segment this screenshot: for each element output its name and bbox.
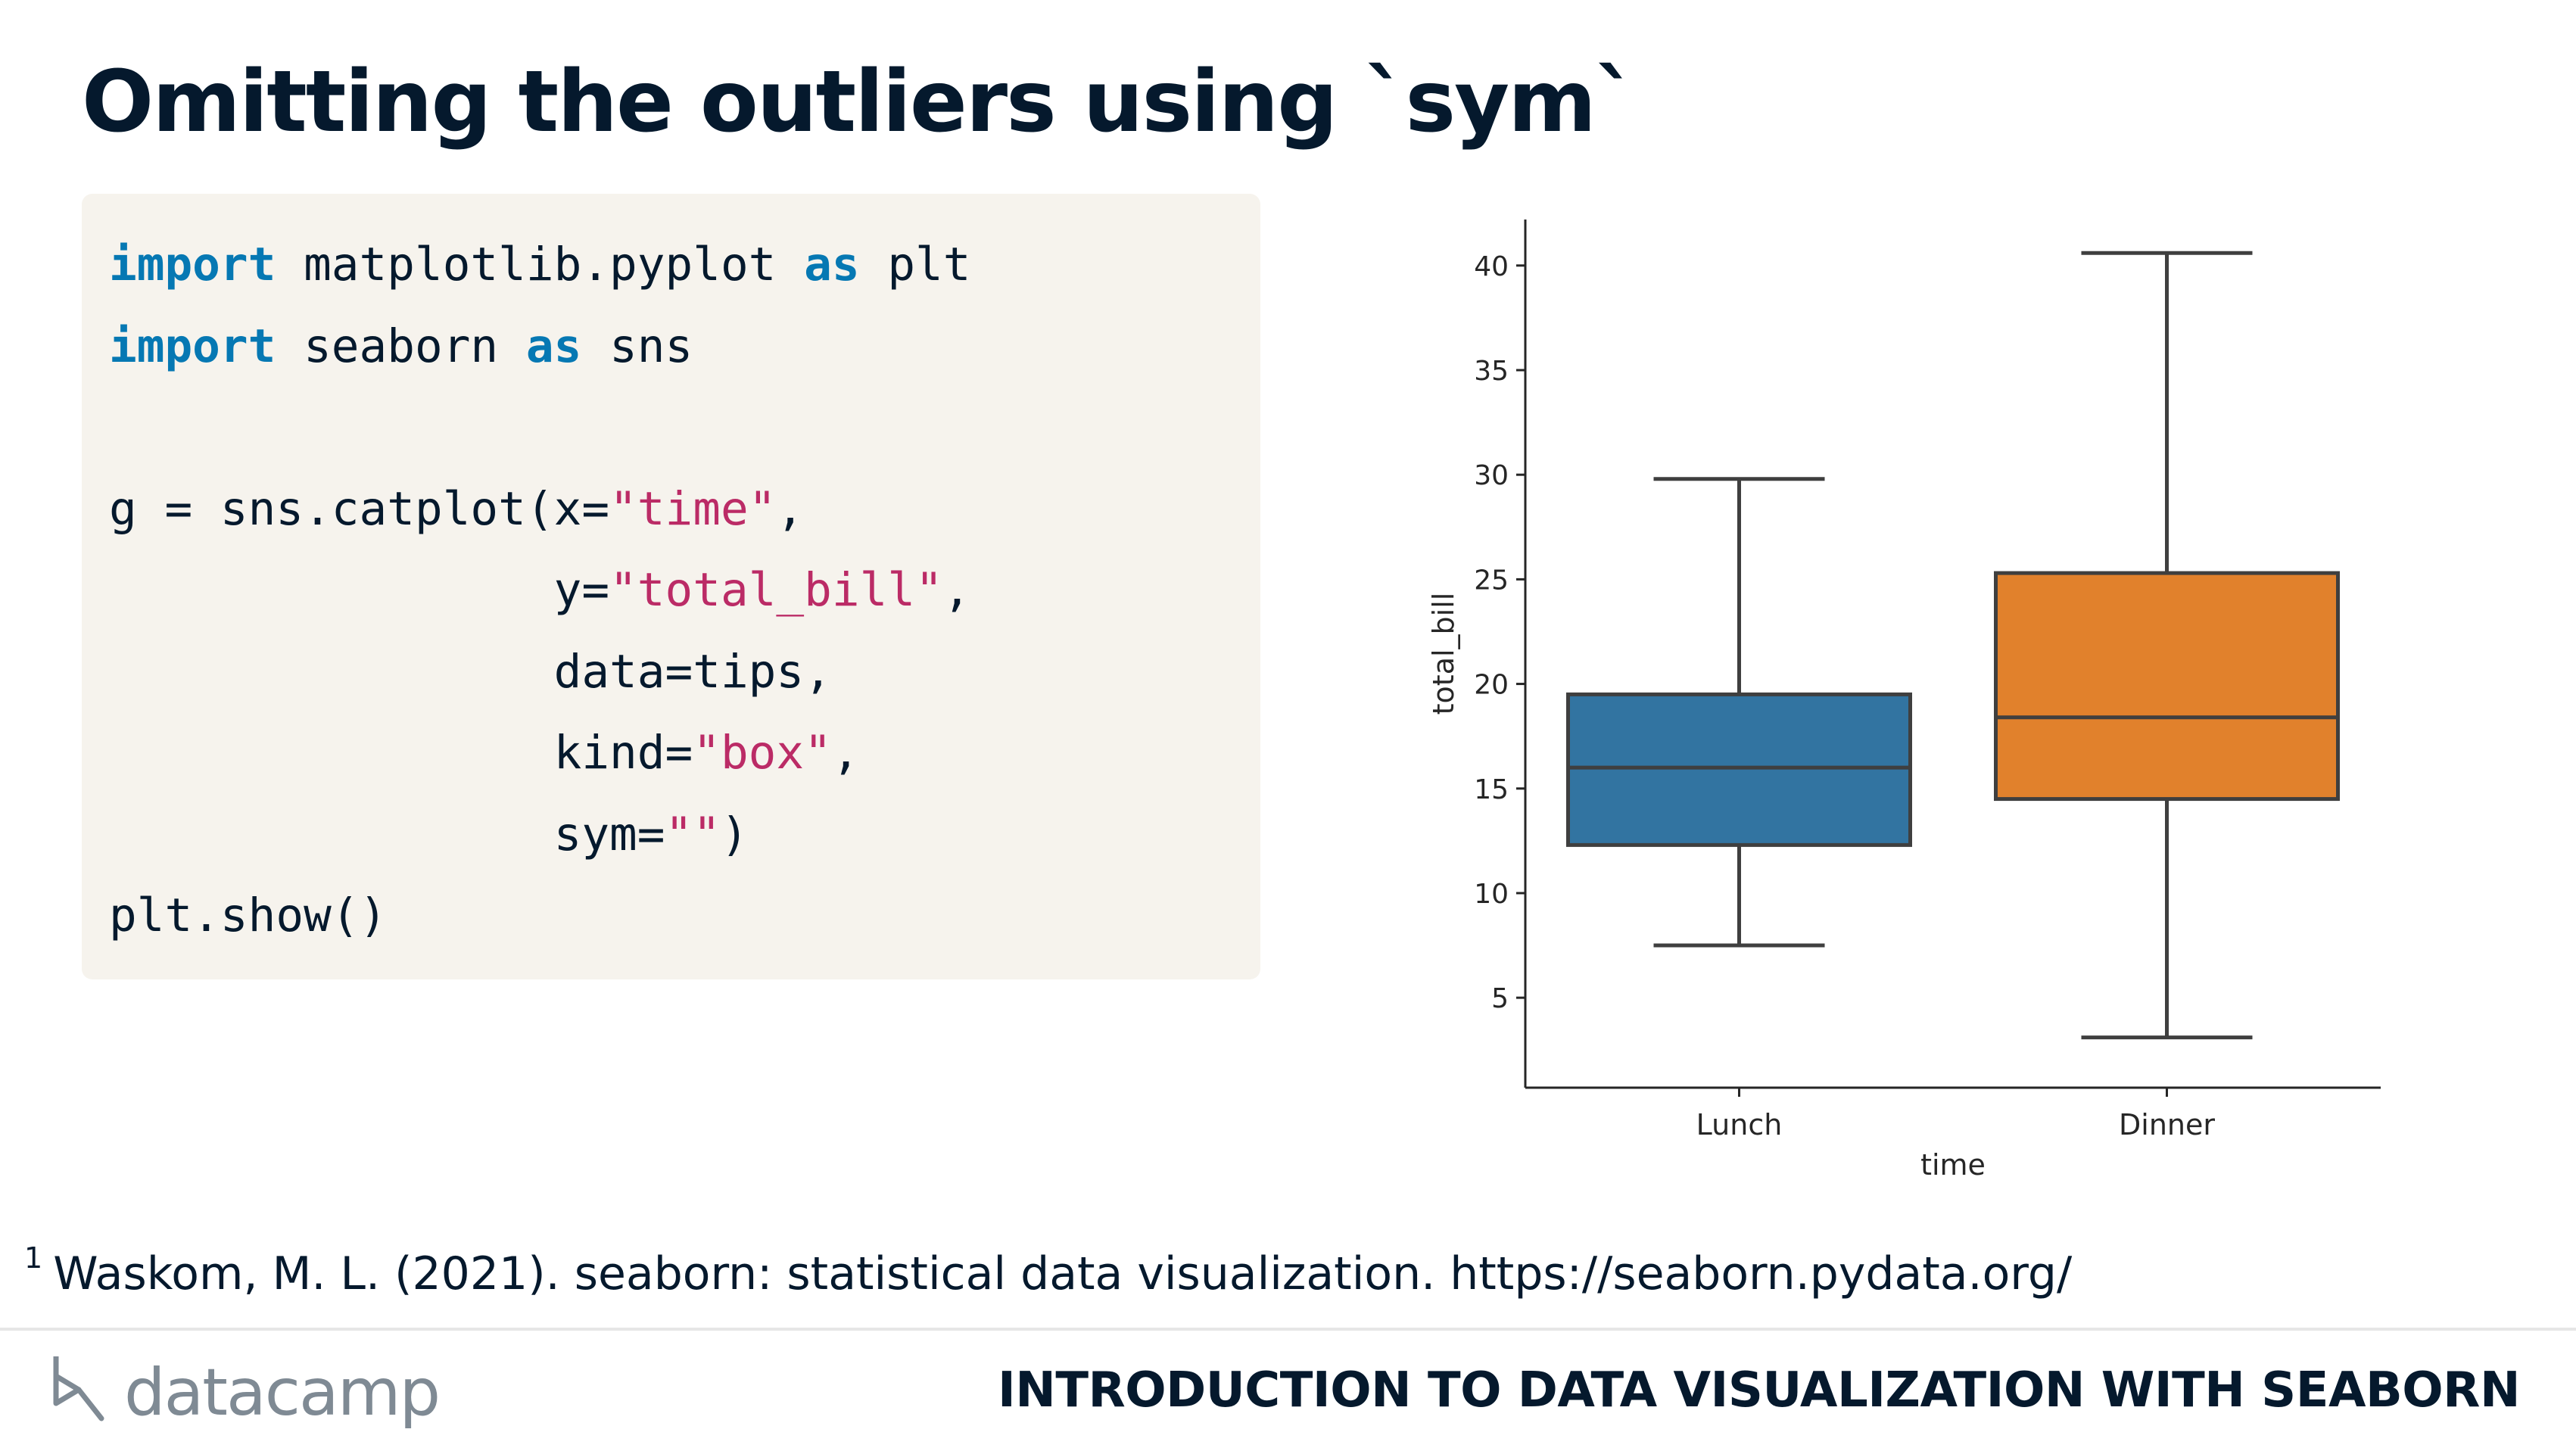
y-tick-label: 40 <box>1474 251 1509 282</box>
x-axis-label: time <box>1920 1148 1986 1182</box>
code-string: "" <box>665 807 721 861</box>
datacamp-logo-text: datacamp <box>124 1355 441 1431</box>
code-text: sym= <box>109 807 665 861</box>
x-tick-label: Lunch <box>1696 1108 1783 1141</box>
code-text: seaborn <box>276 319 526 373</box>
y-tick-label: 30 <box>1474 460 1509 491</box>
code-text: g = sns.catplot(x= <box>109 481 610 536</box>
code-keyword: as <box>804 238 860 291</box>
code-keyword: as <box>525 319 582 373</box>
code-line: y="total_bill", <box>109 550 1260 631</box>
code-line <box>109 387 1260 469</box>
y-tick-label: 15 <box>1474 774 1509 805</box>
code-text: matplotlib.pyplot <box>276 238 805 291</box>
code-line: import seaborn as sns <box>109 306 1260 388</box>
footnote-marker: 1 <box>24 1241 43 1275</box>
y-tick-label: 5 <box>1491 983 1509 1014</box>
footnote-text: Waskom, M. L. (2021). seaborn: statistic… <box>53 1247 2073 1300</box>
code-text: plt <box>859 238 971 291</box>
y-tick-label: 20 <box>1474 670 1509 701</box>
x-tick-label: Dinner <box>2119 1108 2215 1141</box>
code-line: plt.show() <box>109 875 1260 957</box>
code-text: data=tips, <box>109 644 832 699</box>
boxplot-chart: 5 10 15 20 25 30 35 40 Lunch Dinner time total_bill <box>1427 220 2381 1182</box>
code-text: , <box>942 563 971 617</box>
y-axis-label: total_bill <box>1427 593 1460 715</box>
code-line: kind="box", <box>109 712 1260 794</box>
code-string: "time" <box>609 481 777 536</box>
slide-title: Omitting the outliers using `sym` <box>82 53 1637 151</box>
y-tick-label: 35 <box>1474 356 1509 387</box>
box-lunch <box>1566 692 1912 847</box>
code-text: sns <box>581 319 693 373</box>
code-text: ) <box>720 807 749 861</box>
code-text: kind= <box>109 726 693 780</box>
code-line: data=tips, <box>109 631 1260 713</box>
footer-divider <box>0 1328 2576 1331</box>
code-string: "box" <box>693 726 832 780</box>
code-line: g = sns.catplot(x="time", <box>109 469 1260 550</box>
code-string: "total_bill" <box>609 563 943 617</box>
code-keyword: import <box>109 238 276 291</box>
code-text: , <box>831 726 860 780</box>
code-text: y= <box>109 563 610 617</box>
box-dinner <box>1994 571 2340 802</box>
y-tick-label: 25 <box>1474 565 1509 596</box>
code-text: plt.show() <box>109 889 388 942</box>
code-text: , <box>776 481 805 536</box>
course-title: INTRODUCTION TO DATA VISUALIZATION WITH … <box>997 1362 2521 1418</box>
code-block: import matplotlib.pyplot as plt import se… <box>82 194 1260 979</box>
footnote: 1 Waskom, M. L. (2021). seaborn: statisti… <box>24 1241 2072 1300</box>
code-line: import matplotlib.pyplot as plt <box>109 224 1260 306</box>
datacamp-logo-icon <box>53 1356 104 1421</box>
code-line: sym="") <box>109 794 1260 876</box>
code-keyword: import <box>109 319 276 373</box>
y-tick-label: 10 <box>1474 879 1509 910</box>
